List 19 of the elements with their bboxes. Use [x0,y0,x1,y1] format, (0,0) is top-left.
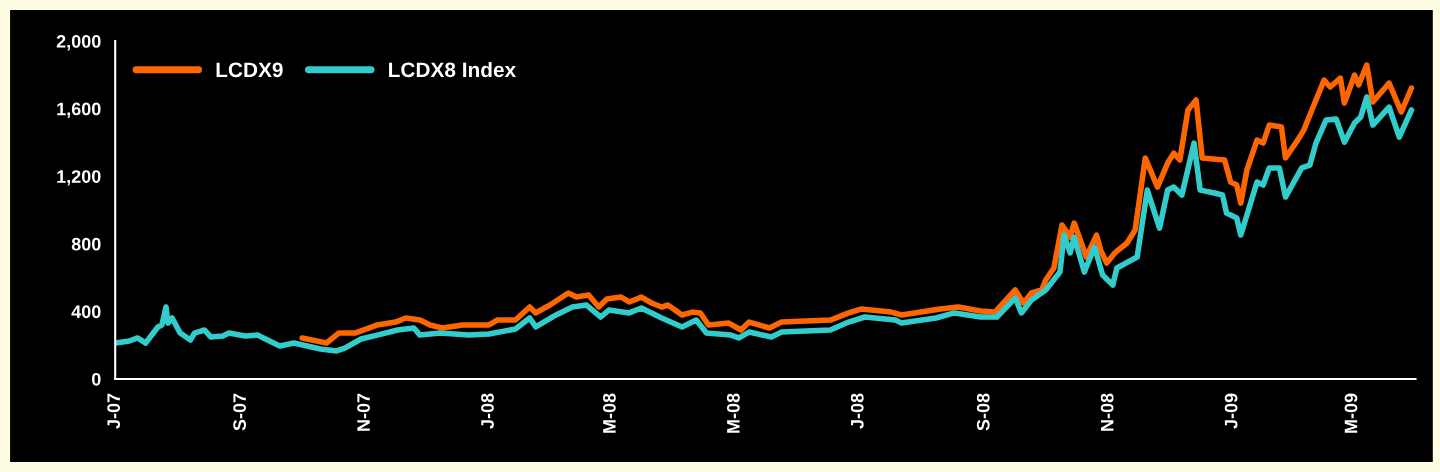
y-tick-label: 2,000 [56,35,101,51]
x-tick-label: S-08 [976,393,990,431]
x-tick-label: J-08 [481,393,494,429]
x-tick-label: M-08 [726,393,740,433]
y-tick-label: 1,600 [57,102,101,118]
y-tick-label: 400 [71,305,101,319]
legend-label: LCDX9 [216,62,283,78]
x-tick-label: N-07 [357,393,370,431]
x-tick-label: N-08 [1100,393,1114,431]
x-tick-label: M-09 [1344,393,1358,433]
x-tick-label: J-07 [107,393,121,429]
y-tick-label: 0 [91,372,101,386]
y-tick-label: 800 [71,237,101,251]
y-tick-label: 1,200 [57,170,101,186]
x-tick-label: M-08 [603,393,616,433]
x-tick-label: J-09 [1224,393,1238,429]
x-tick-label: J-08 [850,393,864,429]
legend-label: LCDX8 Index [389,61,517,78]
x-tick-label: S-07 [233,393,247,431]
